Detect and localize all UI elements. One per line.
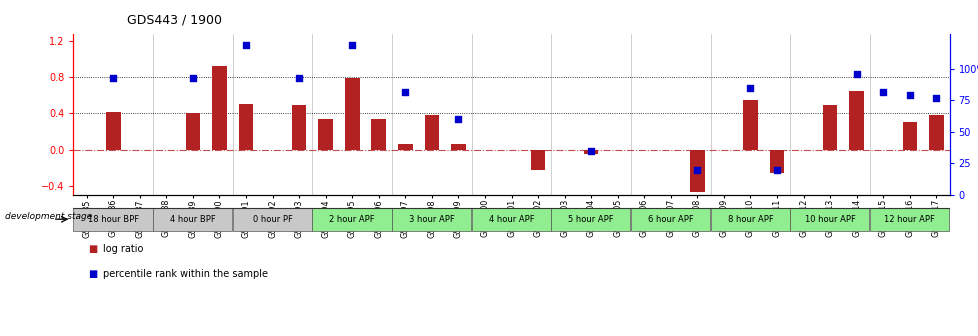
Point [185,75,200,80]
Bar [710,208,789,230]
Bar [318,119,333,150]
Point [291,75,307,80]
Point [450,117,466,122]
Text: 8 hour APF: 8 hour APF [727,215,773,224]
Point [874,89,890,94]
Bar [689,150,704,192]
Text: 4 hour APF: 4 hour APF [488,215,534,224]
Bar [424,115,439,150]
Text: log ratio: log ratio [103,244,143,254]
Bar [789,208,868,230]
Point [583,148,599,154]
Point [927,95,943,100]
Point [397,89,413,94]
Bar [583,150,598,154]
Text: 10 hour APF: 10 hour APF [804,215,855,224]
Point [742,85,758,90]
Bar [239,104,253,150]
Text: GDS443 / 1900: GDS443 / 1900 [127,13,222,27]
Bar [371,119,385,150]
Text: 2 hour APF: 2 hour APF [329,215,375,224]
Text: 5 hour APF: 5 hour APF [568,215,613,224]
Bar [928,115,943,150]
Bar [153,208,232,230]
Point [106,75,121,80]
Bar [73,208,153,230]
Point [689,167,704,172]
Text: 18 hour BPF: 18 hour BPF [88,215,139,224]
Bar [742,100,757,150]
Bar [471,208,551,230]
Bar [106,112,120,150]
Text: ■: ■ [88,244,97,254]
Bar [391,208,470,230]
Text: 0 hour PF: 0 hour PF [252,215,292,224]
Bar [822,105,836,150]
Point [769,167,784,172]
Bar [398,144,412,150]
Bar [344,78,359,150]
Bar [631,208,709,230]
Text: 3 hour APF: 3 hour APF [409,215,455,224]
Text: 6 hour APF: 6 hour APF [647,215,693,224]
Point [238,42,253,48]
Bar [849,91,864,150]
Bar [312,208,391,230]
Bar [551,208,630,230]
Bar [291,105,306,150]
Point [344,42,360,48]
Bar [530,150,545,169]
Bar [212,66,227,150]
Text: 12 hour APF: 12 hour APF [883,215,934,224]
Bar [902,122,916,150]
Point [901,93,916,98]
Bar [769,150,783,173]
Point [848,71,864,77]
Text: percentile rank within the sample: percentile rank within the sample [103,269,268,279]
Text: ■: ■ [88,269,97,279]
Bar [186,113,200,150]
Text: 4 hour BPF: 4 hour BPF [170,215,215,224]
Bar [451,144,466,150]
Bar [869,208,948,230]
Text: development stage: development stage [5,212,92,221]
Bar [233,208,312,230]
